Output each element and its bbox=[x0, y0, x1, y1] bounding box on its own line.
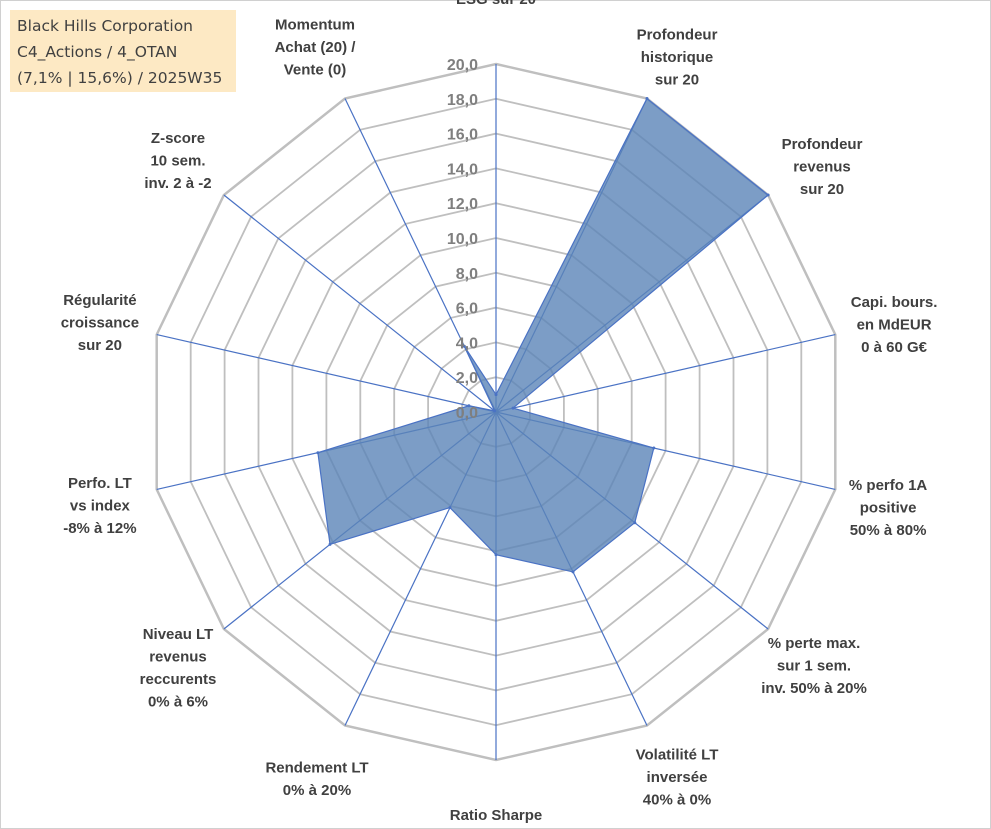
data-point bbox=[494, 393, 498, 397]
info-box: Black Hills Corporation C4_Actions / 4_O… bbox=[10, 10, 236, 92]
tick-label: 10,0 bbox=[447, 231, 478, 248]
tick-label: 12,0 bbox=[447, 196, 478, 213]
axis-label: Rendement LT 0% à 20% bbox=[265, 760, 368, 800]
axis-label: Momentum Achat (20) / Vente (0) bbox=[275, 17, 357, 79]
axis-label: Niveau LT revenus reccurents 0% à 6% bbox=[140, 626, 217, 711]
data-point bbox=[645, 97, 649, 100]
tick-label: 14,0 bbox=[447, 161, 478, 178]
data-point bbox=[448, 506, 452, 510]
data-point bbox=[467, 404, 471, 408]
performance-week: (7,1% | 15,6%) / 2025W35 bbox=[17, 69, 223, 87]
data-point bbox=[571, 570, 575, 574]
axis-label: Perfo. LT vs index -8% à 12% bbox=[63, 475, 136, 537]
axis-label: Profondeur revenus sur 20 bbox=[782, 136, 863, 198]
tick-label: 20,0 bbox=[447, 57, 478, 74]
data-point bbox=[652, 446, 656, 450]
data-point bbox=[511, 406, 515, 410]
data-point bbox=[494, 553, 498, 557]
axis-label: Z-score 10 sem. inv. 2 à -2 bbox=[144, 130, 211, 192]
axis-label: Ratio Sharpe0 à 1 bbox=[450, 807, 543, 829]
data-point bbox=[316, 451, 320, 455]
axis-label: Volatilité LT inversée 40% à 0% bbox=[636, 747, 719, 809]
tick-label: 8,0 bbox=[456, 266, 478, 283]
axis-label: NoteESG sur 20 bbox=[456, 0, 536, 8]
radar-tick-labels: 0,0 2,0 4,0 6,0 8,0 10,0 12,0 14,0 16,0 18,0 20,0 bbox=[447, 57, 478, 422]
series-area bbox=[317, 97, 770, 573]
data-point bbox=[328, 542, 332, 546]
tick-label: 6,0 bbox=[456, 301, 478, 318]
tick-label: 4,0 bbox=[456, 335, 478, 352]
data-point bbox=[633, 521, 637, 525]
data-point bbox=[462, 344, 466, 348]
axis-label: % perfo 1A positive 50% à 80% bbox=[849, 477, 928, 539]
portfolio-tag: C4_Actions / 4_OTAN bbox=[17, 43, 178, 61]
data-point bbox=[766, 193, 770, 197]
company-name: Black Hills Corporation bbox=[17, 17, 194, 35]
tick-label: 16,0 bbox=[447, 127, 478, 144]
axis-label: Profondeur historique sur 20 bbox=[637, 27, 718, 89]
tick-label: 18,0 bbox=[447, 92, 478, 109]
axis-label: Régularité croissance sur 20 bbox=[61, 292, 139, 354]
axis-spoke bbox=[223, 194, 497, 413]
axis-label: % perte max. sur 1 sem. inv. 50% à 20% bbox=[761, 635, 867, 697]
data-point bbox=[493, 409, 497, 413]
radar-series bbox=[316, 97, 770, 574]
tick-label: 0,0 bbox=[456, 405, 478, 422]
axis-spoke bbox=[495, 334, 836, 413]
axis-spoke bbox=[156, 334, 497, 413]
axis-label: Capi. bours. en MdEUR 0 à 60 G€ bbox=[851, 294, 938, 356]
tick-label: 2,0 bbox=[456, 370, 478, 387]
